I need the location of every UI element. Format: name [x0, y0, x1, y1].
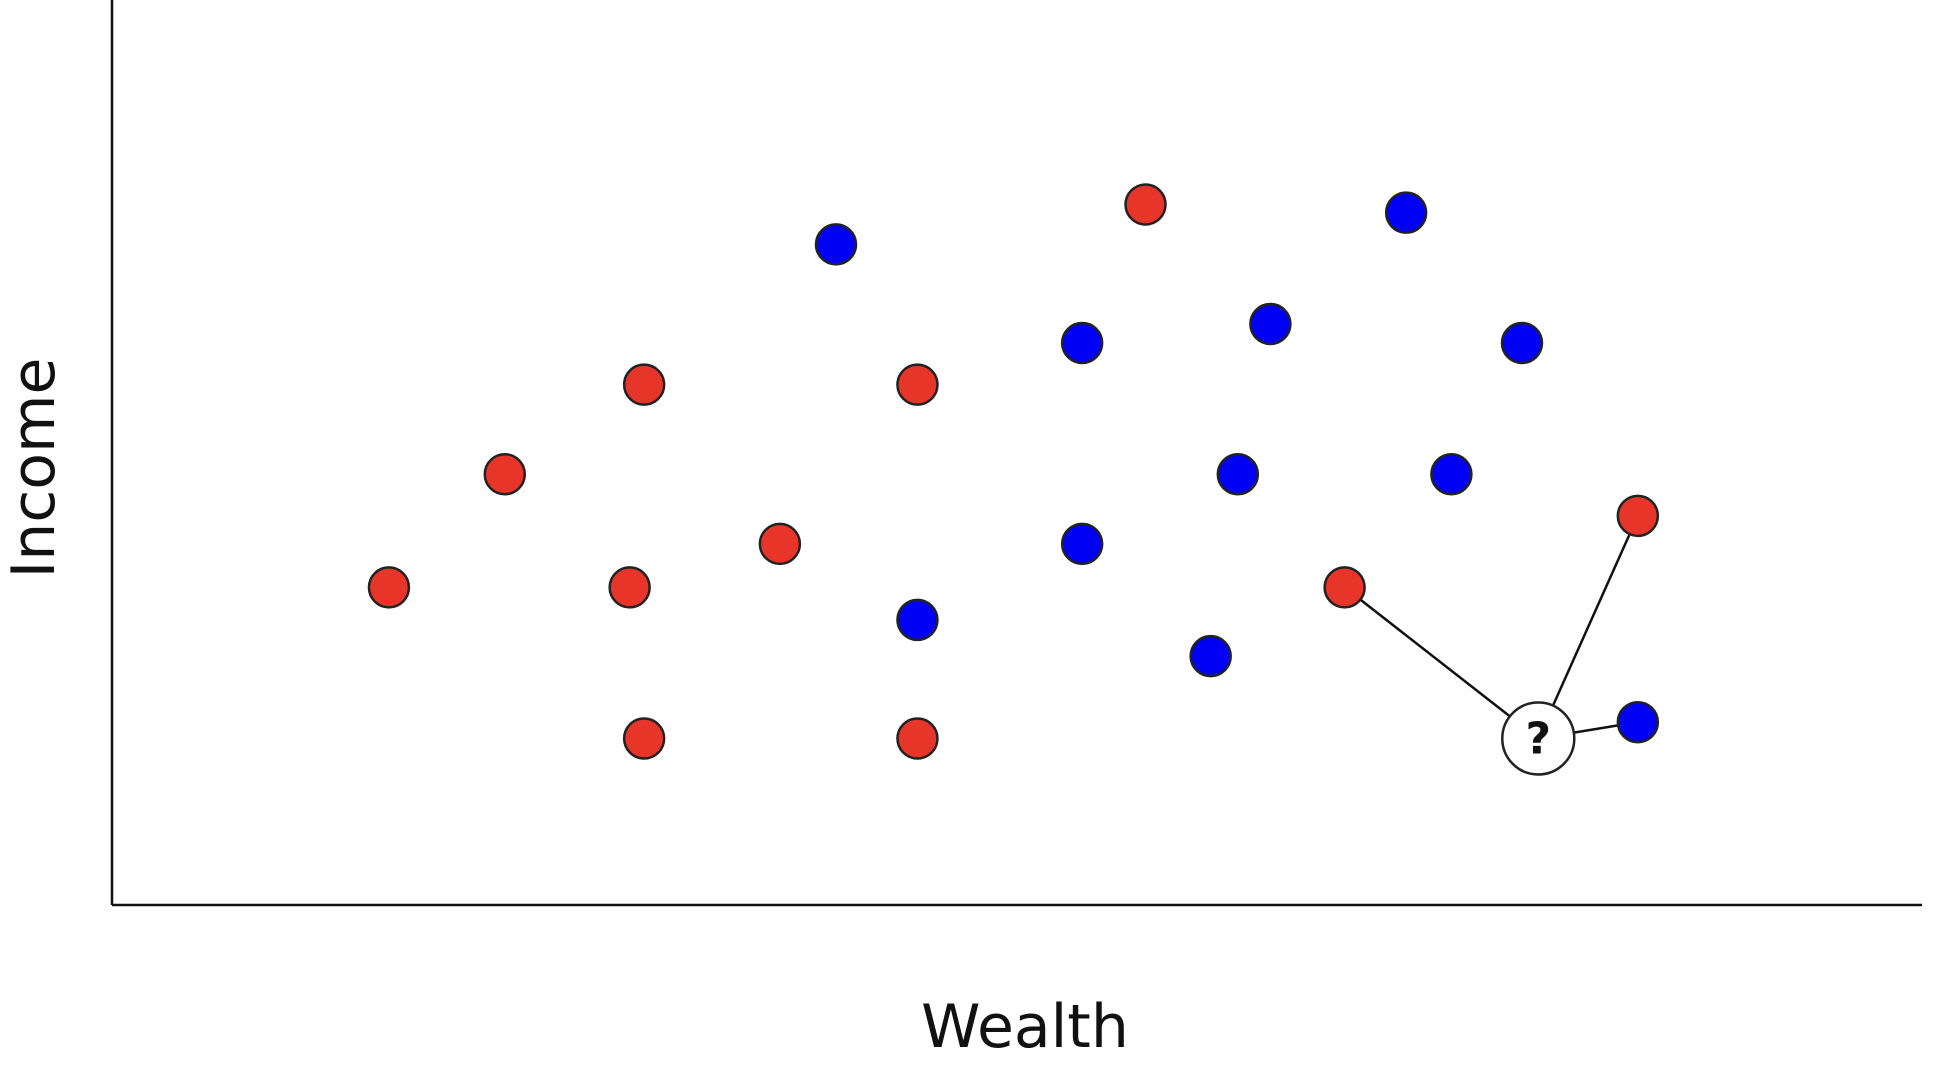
query-point [1501, 701, 1576, 776]
blue-point-1 [814, 223, 858, 266]
blue-point-11 [1616, 700, 1660, 744]
blue-point-6 [1216, 452, 1260, 496]
blue-point-3 [1060, 321, 1104, 365]
blue-point-8 [1384, 191, 1428, 234]
red-point-2 [483, 452, 527, 496]
red-point-8 [896, 717, 939, 760]
blue-point-4 [1060, 522, 1104, 566]
blue-point-5 [1189, 634, 1232, 678]
blue-point-7 [1249, 302, 1292, 346]
nearest-neighbor-lines [1359, 533, 1631, 734]
red-point-3 [622, 717, 666, 760]
x-axis-label: Wealth [921, 992, 1129, 1062]
blue-point-2 [896, 598, 939, 642]
neighbor-line-1 [1359, 598, 1511, 718]
red-point-9 [1124, 183, 1167, 226]
neighbor-line-2 [1551, 533, 1631, 707]
red-point-1 [367, 566, 411, 609]
blue-point-9 [1430, 452, 1473, 496]
query-point-group: ? [1501, 701, 1576, 776]
red-point-5 [622, 363, 666, 406]
red-point-11 [1616, 494, 1660, 538]
red-point-4 [608, 566, 651, 609]
red-point-7 [896, 363, 939, 406]
neighbor-line-3 [1573, 724, 1619, 734]
red-point-6 [758, 522, 802, 566]
query-point-label: ? [1526, 713, 1552, 764]
blue-point-10 [1500, 321, 1544, 365]
y-axis-label: Income [0, 358, 69, 579]
data-points [367, 183, 1660, 760]
red-point-10 [1323, 566, 1366, 609]
